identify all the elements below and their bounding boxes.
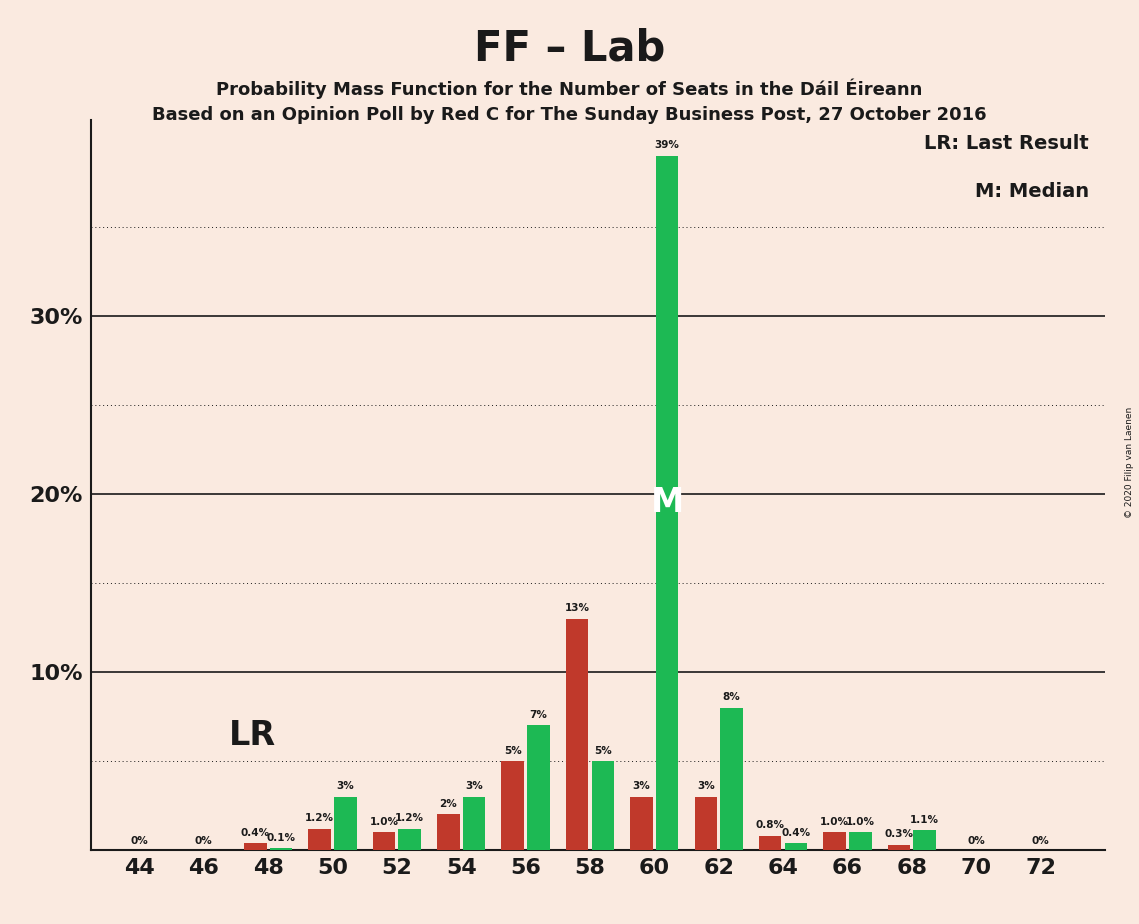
Bar [566, 619, 589, 850]
Text: 2%: 2% [440, 799, 457, 809]
Bar [656, 156, 679, 850]
Text: 0%: 0% [967, 835, 985, 845]
Text: 3%: 3% [336, 782, 354, 791]
Text: 1.1%: 1.1% [910, 815, 940, 825]
Text: © 2020 Filip van Laenen: © 2020 Filip van Laenen [1125, 407, 1134, 517]
Text: 0.8%: 0.8% [755, 821, 785, 831]
Bar [437, 814, 460, 850]
Text: 13%: 13% [565, 603, 590, 614]
Text: LR: Last Result: LR: Last Result [924, 134, 1089, 153]
Bar [309, 829, 330, 850]
Bar [334, 796, 357, 850]
Text: 8%: 8% [722, 692, 740, 702]
Text: 1.0%: 1.0% [846, 817, 875, 827]
Bar [462, 796, 485, 850]
Text: 7%: 7% [530, 711, 548, 720]
Bar [785, 843, 808, 850]
Bar [720, 708, 743, 850]
Text: Probability Mass Function for the Number of Seats in the Dáil Éireann: Probability Mass Function for the Number… [216, 79, 923, 99]
Text: 0.4%: 0.4% [781, 828, 811, 838]
Text: 0.3%: 0.3% [884, 830, 913, 839]
Text: 1.2%: 1.2% [395, 813, 424, 823]
Text: 3%: 3% [465, 782, 483, 791]
Text: 0%: 0% [195, 835, 213, 845]
Bar [849, 833, 871, 850]
Bar [630, 796, 653, 850]
Bar [372, 833, 395, 850]
Text: 1.0%: 1.0% [369, 817, 399, 827]
Bar [591, 761, 614, 850]
Bar [759, 836, 781, 850]
Text: LR: LR [229, 719, 276, 752]
Bar [244, 843, 267, 850]
Text: 5%: 5% [593, 746, 612, 756]
Text: 0.1%: 0.1% [267, 833, 295, 843]
Text: 0%: 0% [131, 835, 148, 845]
Bar [270, 848, 293, 850]
Bar [887, 845, 910, 850]
Text: 3%: 3% [632, 782, 650, 791]
Bar [399, 829, 421, 850]
Text: 1.0%: 1.0% [820, 817, 849, 827]
Bar [913, 831, 936, 850]
Bar [695, 796, 718, 850]
Text: M: Median: M: Median [975, 182, 1089, 201]
Text: M: M [650, 486, 683, 519]
Text: 39%: 39% [655, 140, 680, 151]
Text: Based on an Opinion Poll by Red C for The Sunday Business Post, 27 October 2016: Based on an Opinion Poll by Red C for Th… [153, 106, 986, 124]
Bar [823, 833, 846, 850]
Text: 0.4%: 0.4% [240, 828, 270, 838]
Text: 3%: 3% [697, 782, 714, 791]
Text: 5%: 5% [503, 746, 522, 756]
Bar [527, 725, 550, 850]
Bar [501, 761, 524, 850]
Text: FF – Lab: FF – Lab [474, 28, 665, 69]
Text: 0%: 0% [1032, 835, 1049, 845]
Text: 1.2%: 1.2% [305, 813, 334, 823]
